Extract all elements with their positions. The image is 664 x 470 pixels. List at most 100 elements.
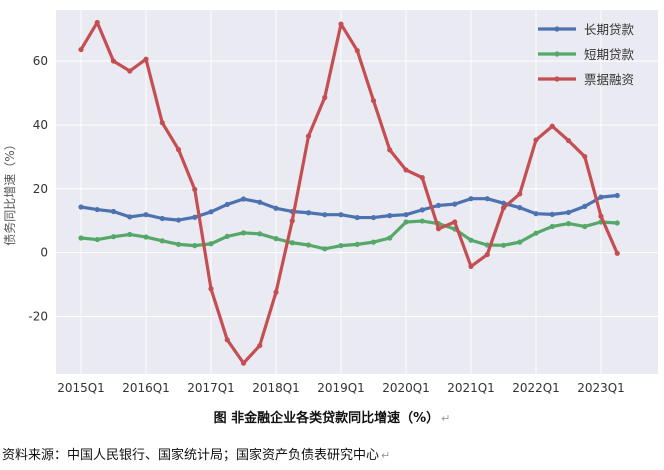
data-point bbox=[305, 210, 312, 216]
data-point bbox=[159, 215, 165, 222]
data-point bbox=[403, 212, 409, 218]
data-point bbox=[614, 250, 620, 256]
data-point bbox=[354, 214, 360, 221]
data-point bbox=[387, 147, 393, 153]
data-point bbox=[468, 196, 474, 202]
data-point bbox=[192, 186, 198, 193]
series-line bbox=[79, 219, 619, 251]
legend-marker bbox=[554, 51, 560, 57]
data-point bbox=[533, 230, 539, 236]
legend-marker bbox=[554, 76, 560, 82]
data-point bbox=[387, 235, 393, 241]
data-point bbox=[143, 234, 149, 240]
plot-background bbox=[56, 10, 658, 374]
data-point bbox=[549, 123, 555, 129]
series-3 bbox=[78, 19, 620, 366]
legend-item: 短期贷款 bbox=[538, 47, 635, 62]
data-point bbox=[175, 217, 182, 223]
data-point bbox=[208, 209, 214, 215]
data-point bbox=[143, 212, 149, 218]
data-point bbox=[435, 202, 442, 209]
data-point bbox=[305, 242, 312, 248]
source-return-mark: ↵ bbox=[381, 449, 391, 462]
data-point bbox=[354, 47, 360, 54]
data-point bbox=[94, 236, 100, 243]
data-point bbox=[565, 221, 572, 227]
series-layer bbox=[78, 19, 620, 366]
legend-item: 票据融资 bbox=[538, 72, 634, 87]
y-tick-label: -20 bbox=[28, 310, 48, 324]
data-point bbox=[614, 192, 620, 199]
legend-item: 长期贷款 bbox=[538, 22, 635, 37]
data-point bbox=[598, 194, 604, 200]
x-tick-label: 2016Q1 bbox=[122, 381, 170, 395]
data-point bbox=[614, 220, 620, 226]
grid-lines bbox=[56, 10, 658, 374]
y-axis-label: 债务同比增速（%） bbox=[2, 138, 17, 245]
data-point bbox=[192, 243, 198, 249]
data-point bbox=[500, 242, 507, 248]
data-point bbox=[175, 146, 182, 153]
data-point bbox=[370, 214, 377, 221]
data-point bbox=[582, 153, 588, 160]
data-point bbox=[94, 206, 100, 213]
data-point bbox=[322, 212, 328, 218]
data-point bbox=[224, 201, 230, 208]
data-point bbox=[322, 94, 328, 101]
data-point bbox=[403, 219, 409, 225]
axis-tick-labels: -20 0 20 40 60 2015Q1 2016Q1 2017Q1 2018Q1 2019Q1… bbox=[28, 54, 624, 395]
data-point bbox=[419, 207, 425, 213]
data-point bbox=[94, 19, 100, 26]
data-point bbox=[582, 203, 588, 209]
data-point bbox=[192, 214, 198, 220]
data-point bbox=[289, 218, 295, 224]
data-point bbox=[159, 120, 165, 126]
x-tick-label: 2017Q1 bbox=[187, 381, 235, 395]
data-source-note: 资料来源：中国人民银行、国家统计局；国家资产负债表研究中心 ↵ bbox=[2, 444, 390, 463]
data-point bbox=[338, 243, 344, 249]
data-point bbox=[110, 208, 117, 215]
data-point bbox=[110, 234, 117, 240]
x-tick-label: 2019Q1 bbox=[317, 381, 365, 395]
data-point bbox=[549, 211, 555, 217]
y-tick-label: 40 bbox=[33, 118, 48, 132]
x-tick-label: 2018Q1 bbox=[252, 381, 300, 395]
data-point bbox=[159, 238, 165, 244]
data-point bbox=[257, 231, 263, 237]
data-point bbox=[273, 289, 279, 295]
line-chart: -20 0 20 40 60 2015Q1 2016Q1 2017Q1 2018Q1 2019Q1… bbox=[2, 10, 658, 395]
data-point bbox=[240, 196, 247, 202]
series-line bbox=[79, 193, 619, 222]
data-point bbox=[468, 237, 474, 243]
data-point bbox=[565, 137, 572, 144]
data-point bbox=[273, 236, 279, 242]
x-tick-label: 2021Q1 bbox=[447, 381, 495, 395]
data-point bbox=[403, 167, 409, 173]
data-point bbox=[127, 68, 133, 74]
data-point bbox=[240, 230, 247, 236]
data-point bbox=[78, 46, 84, 53]
data-point bbox=[387, 213, 393, 219]
data-point bbox=[208, 286, 214, 292]
data-point bbox=[484, 196, 490, 202]
series-line bbox=[79, 20, 619, 365]
data-point bbox=[517, 205, 523, 211]
data-point bbox=[419, 218, 425, 224]
x-tick-label: 2022Q1 bbox=[512, 381, 560, 395]
data-point bbox=[598, 213, 604, 219]
data-point bbox=[78, 235, 84, 241]
x-tick-label: 2023Q1 bbox=[577, 381, 625, 395]
data-point bbox=[338, 212, 344, 218]
figure-caption: 图 非金融企业各类贷款同比增速（%） ↵ bbox=[0, 407, 664, 426]
data-point bbox=[78, 204, 84, 210]
data-point bbox=[370, 239, 377, 245]
series-1 bbox=[78, 192, 620, 223]
data-point bbox=[370, 98, 377, 104]
data-point bbox=[500, 205, 507, 211]
data-point bbox=[273, 205, 279, 211]
data-point bbox=[452, 219, 458, 225]
data-point bbox=[419, 175, 425, 181]
data-point bbox=[322, 246, 328, 252]
data-point bbox=[240, 360, 247, 366]
